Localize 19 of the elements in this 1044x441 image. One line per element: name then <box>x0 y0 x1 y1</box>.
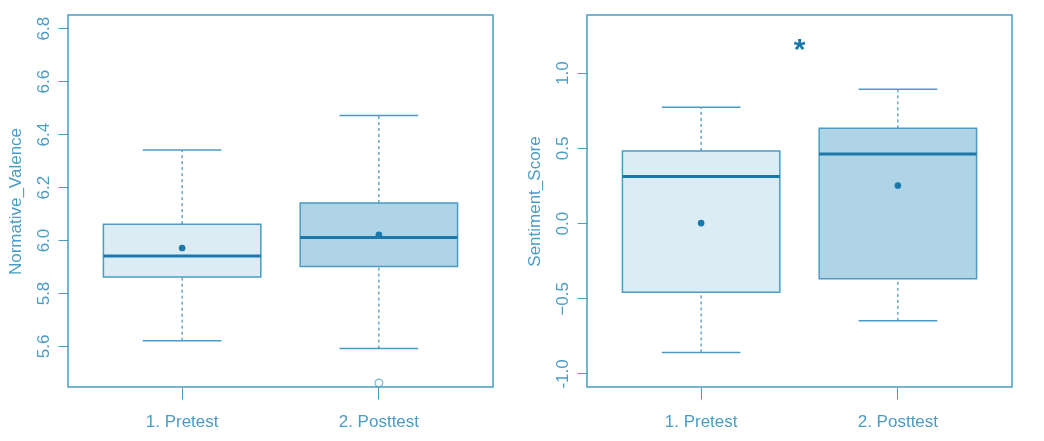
x-tick-label: 2. Posttest <box>338 411 420 431</box>
y-tick-label: 6.4 <box>33 122 53 147</box>
y-axis-title: Sentiment_Score <box>524 136 544 267</box>
x-tick-label: 2. Posttest <box>857 411 939 431</box>
y-tick-label: 1.0 <box>552 61 572 86</box>
y-tick-label: 6.0 <box>33 228 53 253</box>
y-tick-label: 5.8 <box>33 281 53 306</box>
y-tick-label: 6.6 <box>33 69 53 94</box>
y-tick-label: -1.0 <box>552 359 572 389</box>
x-tick-label: 1. Pretest <box>664 411 738 431</box>
y-tick-label: −0.5 <box>552 282 572 316</box>
y-tick-label: 6.2 <box>33 175 53 200</box>
x-tick-label: 1. Pretest <box>145 411 219 431</box>
annotation: * <box>793 32 806 65</box>
y-tick-label: 6.8 <box>33 16 53 41</box>
y-tick-label: 5.6 <box>33 334 53 359</box>
y-tick-label: 0.0 <box>552 211 572 236</box>
y-tick-label: 0.5 <box>552 136 572 161</box>
y-axis-title: Normative_Valence <box>5 127 25 276</box>
